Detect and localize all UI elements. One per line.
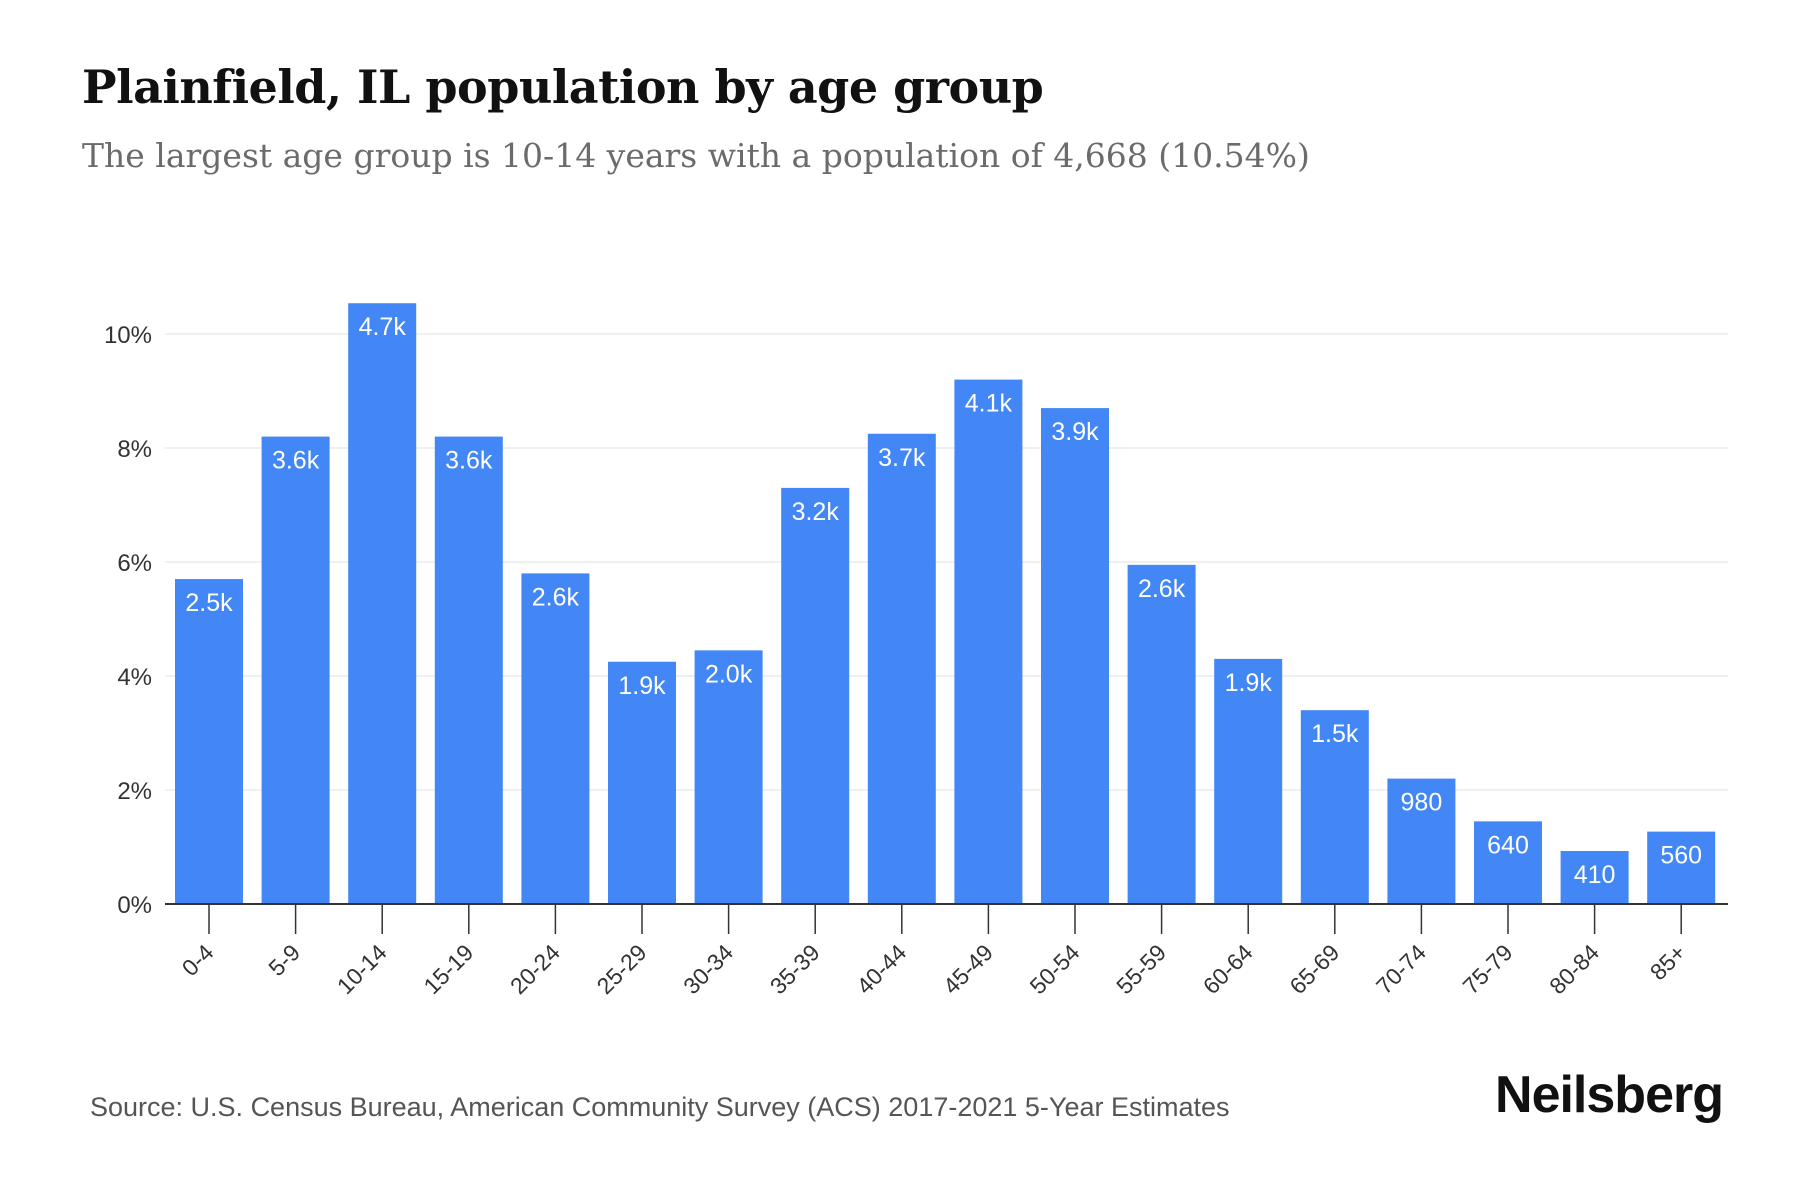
- bar: [1560, 850, 1629, 904]
- x-tick-label: 25-29: [592, 939, 652, 999]
- y-tick-label: 6%: [117, 550, 152, 577]
- bar-value-label: 1.9k: [1225, 669, 1273, 697]
- bar: [261, 436, 330, 904]
- x-tick-label: 55-59: [1111, 939, 1171, 999]
- x-tick-label: 30-34: [678, 939, 738, 999]
- bar-value-label: 410: [1574, 861, 1616, 889]
- bar: [1300, 710, 1369, 904]
- bar-value-label: 3.6k: [445, 447, 493, 475]
- bar: [1474, 821, 1542, 904]
- bar: [1041, 408, 1109, 904]
- bar-value-label: 640: [1487, 831, 1529, 859]
- bar-value-label: 980: [1401, 789, 1443, 817]
- bar-value-label: 2.0k: [705, 660, 753, 688]
- bar-value-label: 2.6k: [532, 583, 580, 611]
- bar-value-label: 2.5k: [185, 589, 233, 617]
- x-tick-label: 15-19: [418, 939, 478, 999]
- bar: [954, 379, 1023, 905]
- bar: [1127, 564, 1196, 904]
- chart-subtitle: The largest age group is 10-14 years wit…: [82, 136, 1310, 175]
- bar: [175, 579, 243, 904]
- bar: [694, 650, 763, 904]
- bar-value-label: 1.9k: [618, 672, 666, 700]
- bar: [434, 436, 503, 904]
- bar: [781, 487, 850, 904]
- bar: [1387, 778, 1456, 904]
- bar-value-label: 3.6k: [272, 447, 320, 475]
- y-tick-label: 4%: [117, 664, 152, 691]
- chart-title: Plainfield, IL population by age group: [82, 60, 1044, 114]
- x-tick-label: 5-9: [263, 939, 305, 981]
- x-tick-label: 45-49: [938, 939, 998, 999]
- x-tick-label: 40-44: [851, 939, 911, 999]
- x-tick-label: 35-39: [765, 939, 825, 999]
- bar: [521, 573, 590, 904]
- bar-value-label: 4.1k: [965, 390, 1013, 418]
- y-tick-label: 10%: [104, 322, 152, 349]
- bar-value-label: 3.9k: [1051, 418, 1099, 446]
- bar-value-label: 3.2k: [792, 498, 840, 526]
- y-tick-label: 2%: [117, 778, 152, 805]
- bar: [1647, 831, 1716, 904]
- bar: [608, 661, 676, 904]
- x-tick-label: 50-54: [1025, 939, 1085, 999]
- bar-value-label: 560: [1660, 842, 1702, 870]
- bar-value-label: 1.5k: [1311, 720, 1359, 748]
- x-tick-label: 65-69: [1284, 939, 1344, 999]
- x-tick-label: 75-79: [1458, 939, 1518, 999]
- bar: [867, 433, 936, 904]
- x-tick-label: 20-24: [505, 939, 565, 999]
- x-tick-label: 10-14: [332, 939, 392, 999]
- bar-value-label: 3.7k: [878, 444, 926, 472]
- brand-logo: Neilsberg: [1495, 1066, 1724, 1124]
- x-tick-label: 80-84: [1544, 939, 1604, 999]
- bar: [348, 303, 417, 905]
- y-tick-label: 0%: [117, 892, 152, 919]
- bar: [1214, 658, 1283, 904]
- x-tick-label: 60-64: [1198, 939, 1258, 999]
- y-tick-label: 8%: [117, 436, 152, 463]
- x-tick-label: 0-4: [177, 939, 219, 981]
- bar-value-label: 4.7k: [359, 313, 407, 341]
- x-tick-label: 85+: [1645, 939, 1691, 985]
- x-tick-label: 70-74: [1371, 939, 1431, 999]
- bar-value-label: 2.6k: [1138, 575, 1186, 603]
- source-note: Source: U.S. Census Bureau, American Com…: [90, 1092, 1230, 1122]
